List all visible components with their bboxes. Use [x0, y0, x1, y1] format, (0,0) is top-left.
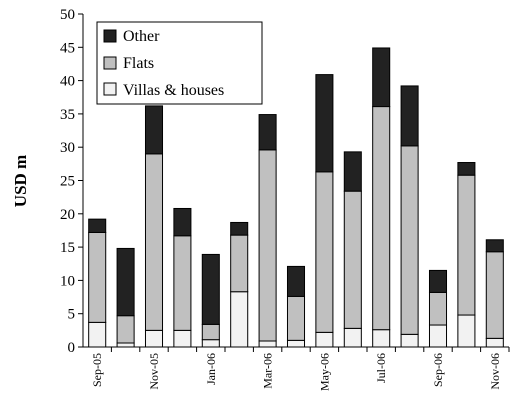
- bar-segment-flats: [485, 251, 504, 339]
- y-axis: 0 5 10 15 20 25 30 35 40 45 50: [60, 7, 84, 356]
- bar-segment-villas-houses: [144, 329, 164, 348]
- bar-segment-other: [400, 85, 419, 147]
- bar-segment-flats: [315, 171, 334, 333]
- bar-segment-flats: [258, 149, 277, 342]
- legend: Other Flats Villas & houses: [96, 21, 263, 105]
- legend-swatch-other: [103, 29, 117, 43]
- bar-segment-flats: [343, 190, 362, 329]
- bar-segment-flats: [230, 234, 249, 293]
- bar-segment-other: [428, 269, 448, 293]
- bar-segment-flats: [116, 315, 135, 344]
- bar-segment-flats: [372, 106, 391, 331]
- y-tick-label: 45: [60, 40, 75, 56]
- bar-segment-villas-houses: [258, 340, 277, 348]
- bar-segment-villas-houses: [372, 329, 391, 348]
- y-axis-title: USD m: [11, 155, 30, 207]
- bar-segment-flats: [201, 323, 220, 341]
- bar-segment-flats: [428, 291, 448, 326]
- bar-segment-other: [372, 47, 391, 108]
- bar-segment-flats: [88, 231, 107, 323]
- x-tick-label: May-06: [317, 353, 331, 391]
- bar-segment-other: [144, 105, 164, 155]
- legend-label-other: Other: [123, 28, 160, 45]
- bar-segment-villas-houses: [173, 329, 192, 348]
- x-tick-label: Sep-05: [90, 353, 104, 387]
- bar-segment-flats: [173, 235, 192, 331]
- bar-segment-other: [315, 74, 334, 173]
- bar-segment-flats: [144, 153, 164, 331]
- y-tick-label: 10: [60, 273, 75, 289]
- bar-segment-other: [173, 207, 192, 237]
- y-tick-label: 20: [60, 207, 75, 223]
- y-tick-label: 40: [60, 74, 75, 90]
- bar-segment-other: [201, 253, 220, 325]
- bar-segment-villas-houses: [343, 327, 362, 348]
- bars: [88, 47, 504, 348]
- y-tick-label: 5: [68, 307, 76, 323]
- legend-box: [96, 21, 263, 105]
- x-tick-label: Jan-06: [204, 353, 218, 385]
- bar-segment-other: [485, 239, 504, 253]
- x-tick-label: Mar-06: [261, 353, 275, 389]
- y-tick-label: 30: [60, 140, 75, 156]
- bar-segment-other: [457, 162, 476, 176]
- bar-segment-other: [258, 114, 277, 151]
- legend-label-villas: Villas & houses: [123, 82, 224, 99]
- y-tick-label: 0: [68, 340, 76, 356]
- bar-segment-flats: [286, 295, 306, 341]
- legend-label-flats: Flats: [123, 55, 154, 72]
- legend-swatch-flats: [103, 56, 117, 70]
- bar-segment-villas-houses: [485, 337, 504, 348]
- bar-segment-villas-houses: [428, 324, 448, 348]
- bar-segment-flats: [400, 145, 419, 335]
- bar-segment-other: [343, 151, 362, 192]
- y-tick-label: 25: [60, 174, 75, 190]
- y-tick-label: 50: [60, 7, 75, 23]
- bar-segment-villas-houses: [88, 321, 107, 348]
- x-tick-label: Nov-06: [488, 353, 502, 390]
- bar-segment-villas-houses: [400, 333, 419, 348]
- bar-segment-other: [230, 221, 249, 236]
- bar-segment-villas-houses: [286, 339, 306, 348]
- bar-segment-villas-houses: [230, 291, 249, 348]
- bar-segment-other: [286, 265, 306, 297]
- x-tick-label: Jul-06: [374, 353, 388, 383]
- legend-swatch-villas: [103, 82, 117, 96]
- bar-segment-other: [116, 247, 135, 317]
- bar-segment-villas-houses: [315, 331, 334, 348]
- x-axis: Sep-05 Nov-05 Jan-06 Mar-06 May-06 Jul-06 Sep-…: [83, 346, 510, 391]
- bar-segment-flats: [457, 174, 476, 316]
- x-tick-label: Sep-06: [431, 353, 445, 387]
- bar-segment-villas-houses: [457, 314, 476, 348]
- y-tick-label: 15: [60, 240, 75, 256]
- bar-segment-villas-houses: [116, 342, 135, 348]
- bar-segment-villas-houses: [201, 339, 220, 348]
- y-tick-label: 35: [60, 107, 75, 123]
- bar-segment-other: [88, 218, 107, 233]
- x-tick-label: Nov-05: [147, 353, 161, 390]
